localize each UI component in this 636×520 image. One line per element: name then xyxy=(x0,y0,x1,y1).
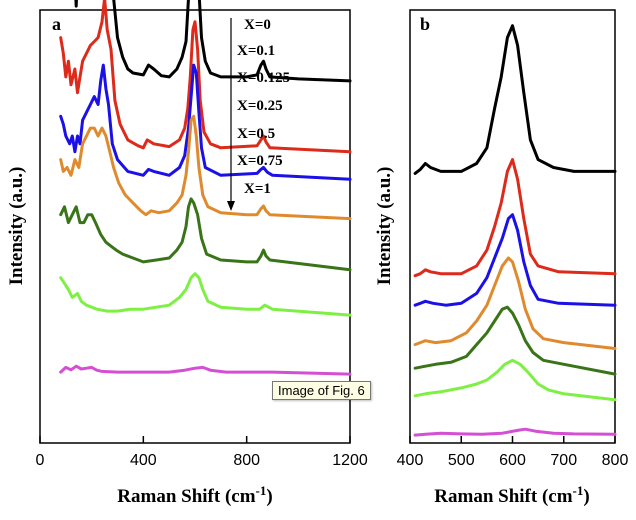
panel-b: 400 500 600 700 800 b Intensity (a.u.) Raman… xyxy=(374,9,629,507)
panel-b-y-axis-title: Intensity (a.u.) xyxy=(374,167,395,286)
x-tick-label-a-0: 0 xyxy=(36,452,45,469)
x-tick-label-b-800: 800 xyxy=(602,452,629,469)
panel-a-x-ticks: 0 400 800 1200 xyxy=(36,436,368,469)
x-tick-label-b-500: 500 xyxy=(448,452,475,469)
panel-a-y-axis-title: Intensity (a.u.) xyxy=(6,167,27,286)
legend-entry-x0.75: X=0.75 xyxy=(237,153,283,169)
x-tick-label-a-400: 400 xyxy=(130,452,157,469)
image-tooltip: Image of Fig. 6 xyxy=(272,381,371,400)
panel-a: 0 400 800 1200 X=0 X=0.1 X=0.125 X=0.25 X=0… xyxy=(6,0,368,507)
series-line-b-x0.25 xyxy=(413,256,617,350)
series-line-b-x1 xyxy=(413,427,617,437)
series-line-a-x1 xyxy=(59,364,352,376)
series-line-a-x0.125 xyxy=(59,63,352,181)
x-tick-label-a-1200: 1200 xyxy=(332,452,368,469)
panel-b-x-axis-title: Raman Shift (cm-1) xyxy=(434,483,589,507)
series-line-a-x0.25 xyxy=(59,114,352,221)
panel-a-label: a xyxy=(52,14,61,34)
legend-entry-x0.25: X=0.25 xyxy=(237,98,283,114)
x-tick-label-a-800: 800 xyxy=(233,452,260,469)
x-tick-label-b-700: 700 xyxy=(550,452,577,469)
legend-entry-x0.1: X=0.1 xyxy=(237,43,275,59)
series-line-b-x0.75 xyxy=(413,358,617,402)
series-line-a-x0 xyxy=(74,0,352,83)
series-line-b-x0.1 xyxy=(413,158,617,278)
panel-b-x-ticks: 400 500 600 700 800 xyxy=(397,436,629,469)
panel-a-x-axis-title: Raman Shift (cm-1) xyxy=(117,483,272,507)
panel-a-series-group xyxy=(59,0,352,376)
series-line-a-x0.75 xyxy=(59,272,352,317)
legend-entry-x0.125: X=0.125 xyxy=(237,70,290,86)
panel-b-series-group xyxy=(413,24,617,437)
panel-b-frame xyxy=(409,9,616,444)
series-line-a-x0.1 xyxy=(59,0,352,154)
legend-down-arrow-head xyxy=(227,201,235,211)
x-tick-label-b-600: 600 xyxy=(499,452,526,469)
panel-a-legend: X=0 X=0.1 X=0.125 X=0.25 X=0.5 X=0.75 X=… xyxy=(227,17,290,211)
legend-entry-x1: X=1 xyxy=(244,181,271,197)
series-line-b-x0.5 xyxy=(413,305,617,376)
x-tick-label-b-400: 400 xyxy=(397,452,424,469)
legend-entry-x0.5: X=0.5 xyxy=(237,126,275,142)
series-line-b-x0.125 xyxy=(413,213,617,307)
panel-b-label: b xyxy=(420,14,430,34)
series-line-a-x0.5 xyxy=(59,197,352,272)
series-line-b-x0 xyxy=(413,24,617,175)
legend-entry-x0: X=0 xyxy=(244,17,271,33)
panel-a-frame xyxy=(39,9,351,444)
